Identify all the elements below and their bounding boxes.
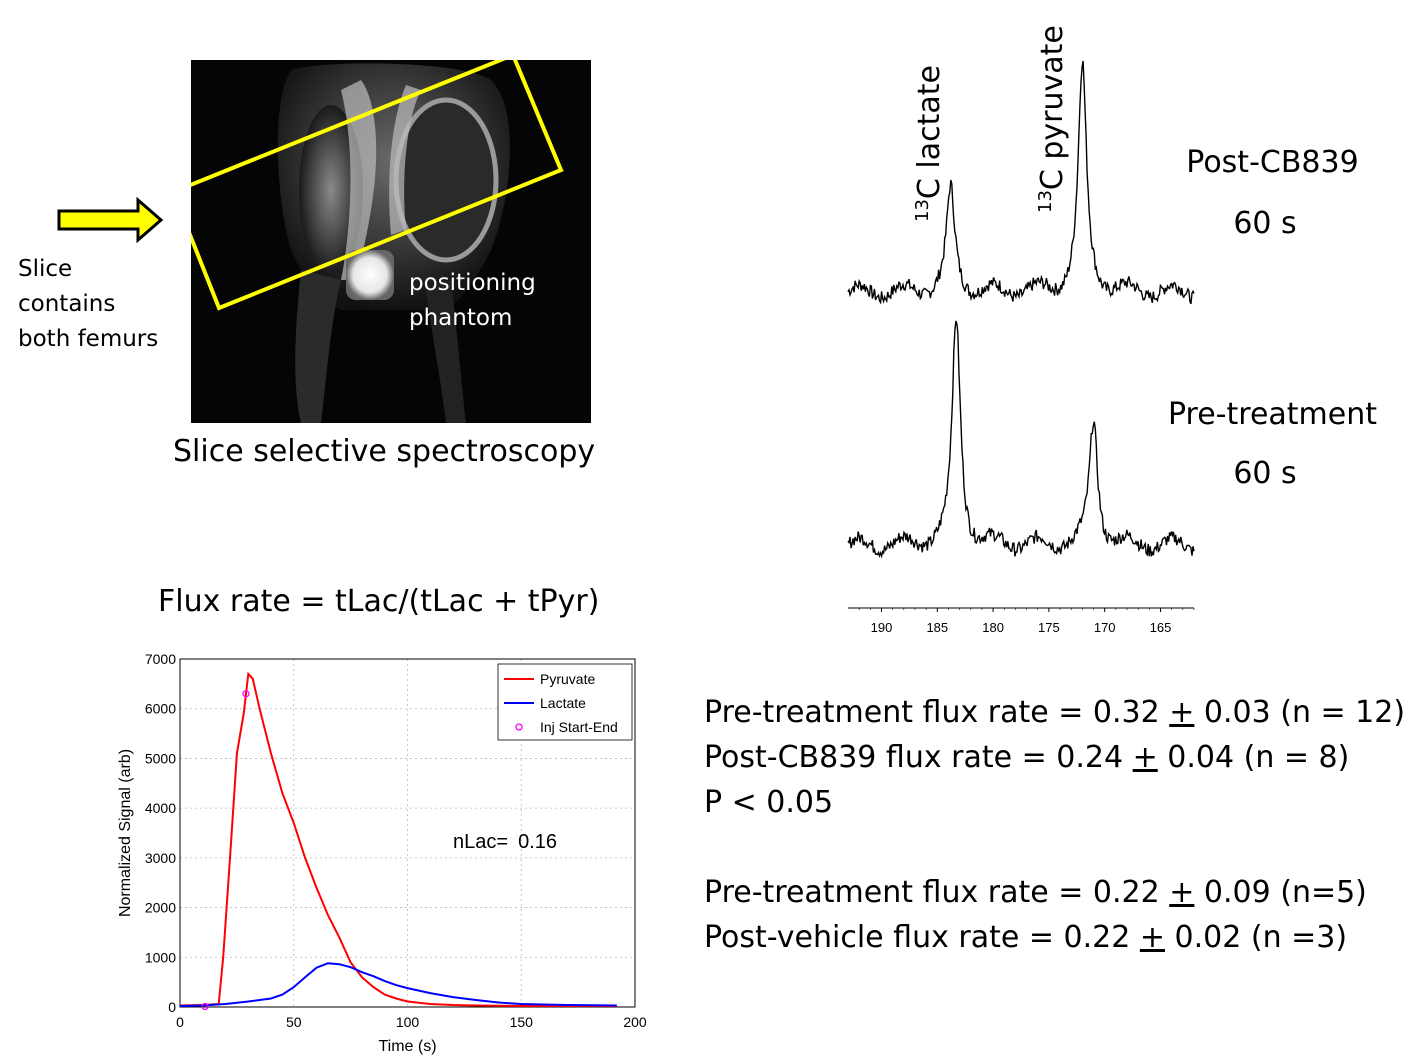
post-cb839-time: 60 s bbox=[1233, 206, 1297, 241]
y-tick-label: 7000 bbox=[145, 651, 176, 667]
series-line-lactate bbox=[179, 962, 617, 1007]
y-axis-label: Normalized Signal (arb) bbox=[117, 749, 134, 917]
plus-minus: + bbox=[1139, 920, 1165, 955]
y-tick-label: 2000 bbox=[145, 900, 176, 916]
slice-note-line: contains bbox=[18, 291, 116, 317]
stats-line-post1: Post-CB839 flux rate = 0.24 + 0.04 (n = … bbox=[704, 735, 1405, 780]
slice-box bbox=[191, 60, 564, 311]
peak-label-pyruvate: 13C pyruvate bbox=[1035, 25, 1070, 213]
stats-text: 0.03 (n = 12) bbox=[1194, 695, 1406, 730]
time-course-legend: Pyruvate Lactate Inj Start-End bbox=[497, 663, 633, 741]
spectrum-tick-label: 180 bbox=[982, 620, 1004, 635]
slice-note-line: Slice bbox=[18, 256, 73, 282]
stats-line-pre2: Pre-treatment flux rate = 0.22 + 0.09 (n… bbox=[704, 870, 1367, 915]
phantom-label: positioning phantom bbox=[409, 266, 536, 336]
spectra-chart: 190 185 180 175 170 165 bbox=[847, 60, 1195, 635]
inj-marker bbox=[201, 1002, 209, 1011]
legend-marker bbox=[515, 723, 523, 731]
y-tick-label: 3000 bbox=[145, 850, 176, 866]
stats-text: 0.04 (n = 8) bbox=[1157, 740, 1350, 775]
spectrum-tick-label: 170 bbox=[1094, 620, 1116, 635]
legend-label: Pyruvate bbox=[540, 671, 595, 687]
peak-label-lactate-dom-text: C lactate bbox=[912, 65, 947, 200]
phantom-label-line: positioning bbox=[409, 270, 536, 296]
peak-label-lactate-dom: 13C lactate bbox=[912, 65, 947, 222]
stats-text: Post-CB839 flux rate = 0.24 bbox=[704, 740, 1133, 775]
mri-image bbox=[191, 60, 591, 423]
series-line-pyruvate bbox=[179, 671, 617, 1007]
plot-frame bbox=[179, 658, 636, 1008]
nlac-annotation-value: 0.16 bbox=[518, 831, 557, 853]
pre-treatment-time: 60 s bbox=[1233, 456, 1297, 491]
slice-note: Slice contains both femurs bbox=[18, 252, 158, 357]
y-tick-label: 1000 bbox=[145, 949, 176, 965]
stats-text: 0.02 (n =3) bbox=[1165, 920, 1348, 955]
mri-anatomy bbox=[191, 60, 564, 423]
stats-line-p: P < 0.05 bbox=[704, 785, 834, 820]
yellow-arrow-icon bbox=[57, 196, 164, 244]
x-tick-label: 150 bbox=[510, 1014, 534, 1030]
stats-text: Pre-treatment flux rate = 0.32 bbox=[704, 695, 1170, 730]
stats-text: Post-vehicle flux rate = 0.22 bbox=[704, 920, 1140, 955]
post-cb839-label: Post-CB839 bbox=[1186, 145, 1359, 180]
x-tick-label: 100 bbox=[396, 1014, 420, 1030]
y-tick-label: 6000 bbox=[145, 701, 176, 717]
spectrum-line-post bbox=[847, 60, 1195, 305]
phantom-label-line: phantom bbox=[409, 305, 513, 331]
mri-caption: Slice selective spectroscopy bbox=[173, 434, 596, 469]
plus-minus: + bbox=[1169, 695, 1195, 730]
y-tick-label: 5000 bbox=[145, 750, 176, 766]
nlac-annotation: nLac= 0.16 bbox=[453, 831, 557, 853]
time-course-axes: 0 50 100 150 2000100020003000400050006000700… bbox=[117, 651, 647, 1055]
nlac-annotation-label: nLac= bbox=[453, 831, 508, 853]
plus-minus: + bbox=[1169, 875, 1195, 910]
peak-label-pyruvate-text: C pyruvate bbox=[1035, 25, 1070, 191]
peak-label-pyruvate-sup: 13 bbox=[1035, 190, 1056, 213]
spectrum-ppm-axis: 190 185 180 175 170 165 bbox=[848, 607, 1195, 635]
stats-line-post2: Post-vehicle flux rate = 0.22 + 0.02 (n … bbox=[704, 915, 1367, 960]
peak-label-lactate-dom-sup: 13 bbox=[912, 199, 933, 222]
spectrum-tick-label: 175 bbox=[1038, 620, 1060, 635]
y-tick-label: 0 bbox=[168, 999, 176, 1015]
inj-marker bbox=[242, 690, 250, 698]
x-tick-label: 0 bbox=[176, 1014, 184, 1030]
x-tick-label: 50 bbox=[286, 1014, 302, 1030]
spectrum-line-pre bbox=[847, 320, 1195, 559]
legend-label: Inj Start-End bbox=[540, 719, 618, 735]
legend-label: Lactate bbox=[540, 695, 586, 711]
slice-note-line: both femurs bbox=[18, 326, 159, 352]
x-axis-label: Time (s) bbox=[378, 1038, 436, 1055]
stats-block-cb839: Pre-treatment flux rate = 0.32 + 0.03 (n… bbox=[704, 690, 1405, 825]
pre-treatment-label: Pre-treatment bbox=[1167, 397, 1378, 432]
stats-block-vehicle: Pre-treatment flux rate = 0.22 + 0.09 (n… bbox=[704, 870, 1367, 960]
flux-formula: Flux rate = tLac/(tLac + tPyr) bbox=[158, 584, 600, 619]
stats-text: Pre-treatment flux rate = 0.22 bbox=[704, 875, 1170, 910]
spectrum-post-cb839 bbox=[847, 60, 1195, 305]
spectrum-tick-label: 190 bbox=[871, 620, 893, 635]
stats-line-pre1: Pre-treatment flux rate = 0.32 + 0.03 (n… bbox=[704, 690, 1405, 735]
time-course-series bbox=[179, 671, 617, 1011]
x-tick-label: 200 bbox=[623, 1014, 647, 1030]
y-tick-label: 4000 bbox=[145, 800, 176, 816]
plus-minus: + bbox=[1132, 740, 1158, 775]
time-course-chart: 0 50 100 150 2000100020003000400050006000700… bbox=[117, 651, 647, 1055]
stats-text: 0.09 (n=5) bbox=[1194, 875, 1367, 910]
spectrum-pre-treatment bbox=[847, 320, 1195, 559]
spectrum-tick-label: 185 bbox=[926, 620, 948, 635]
spectrum-tick-label: 165 bbox=[1150, 620, 1172, 635]
